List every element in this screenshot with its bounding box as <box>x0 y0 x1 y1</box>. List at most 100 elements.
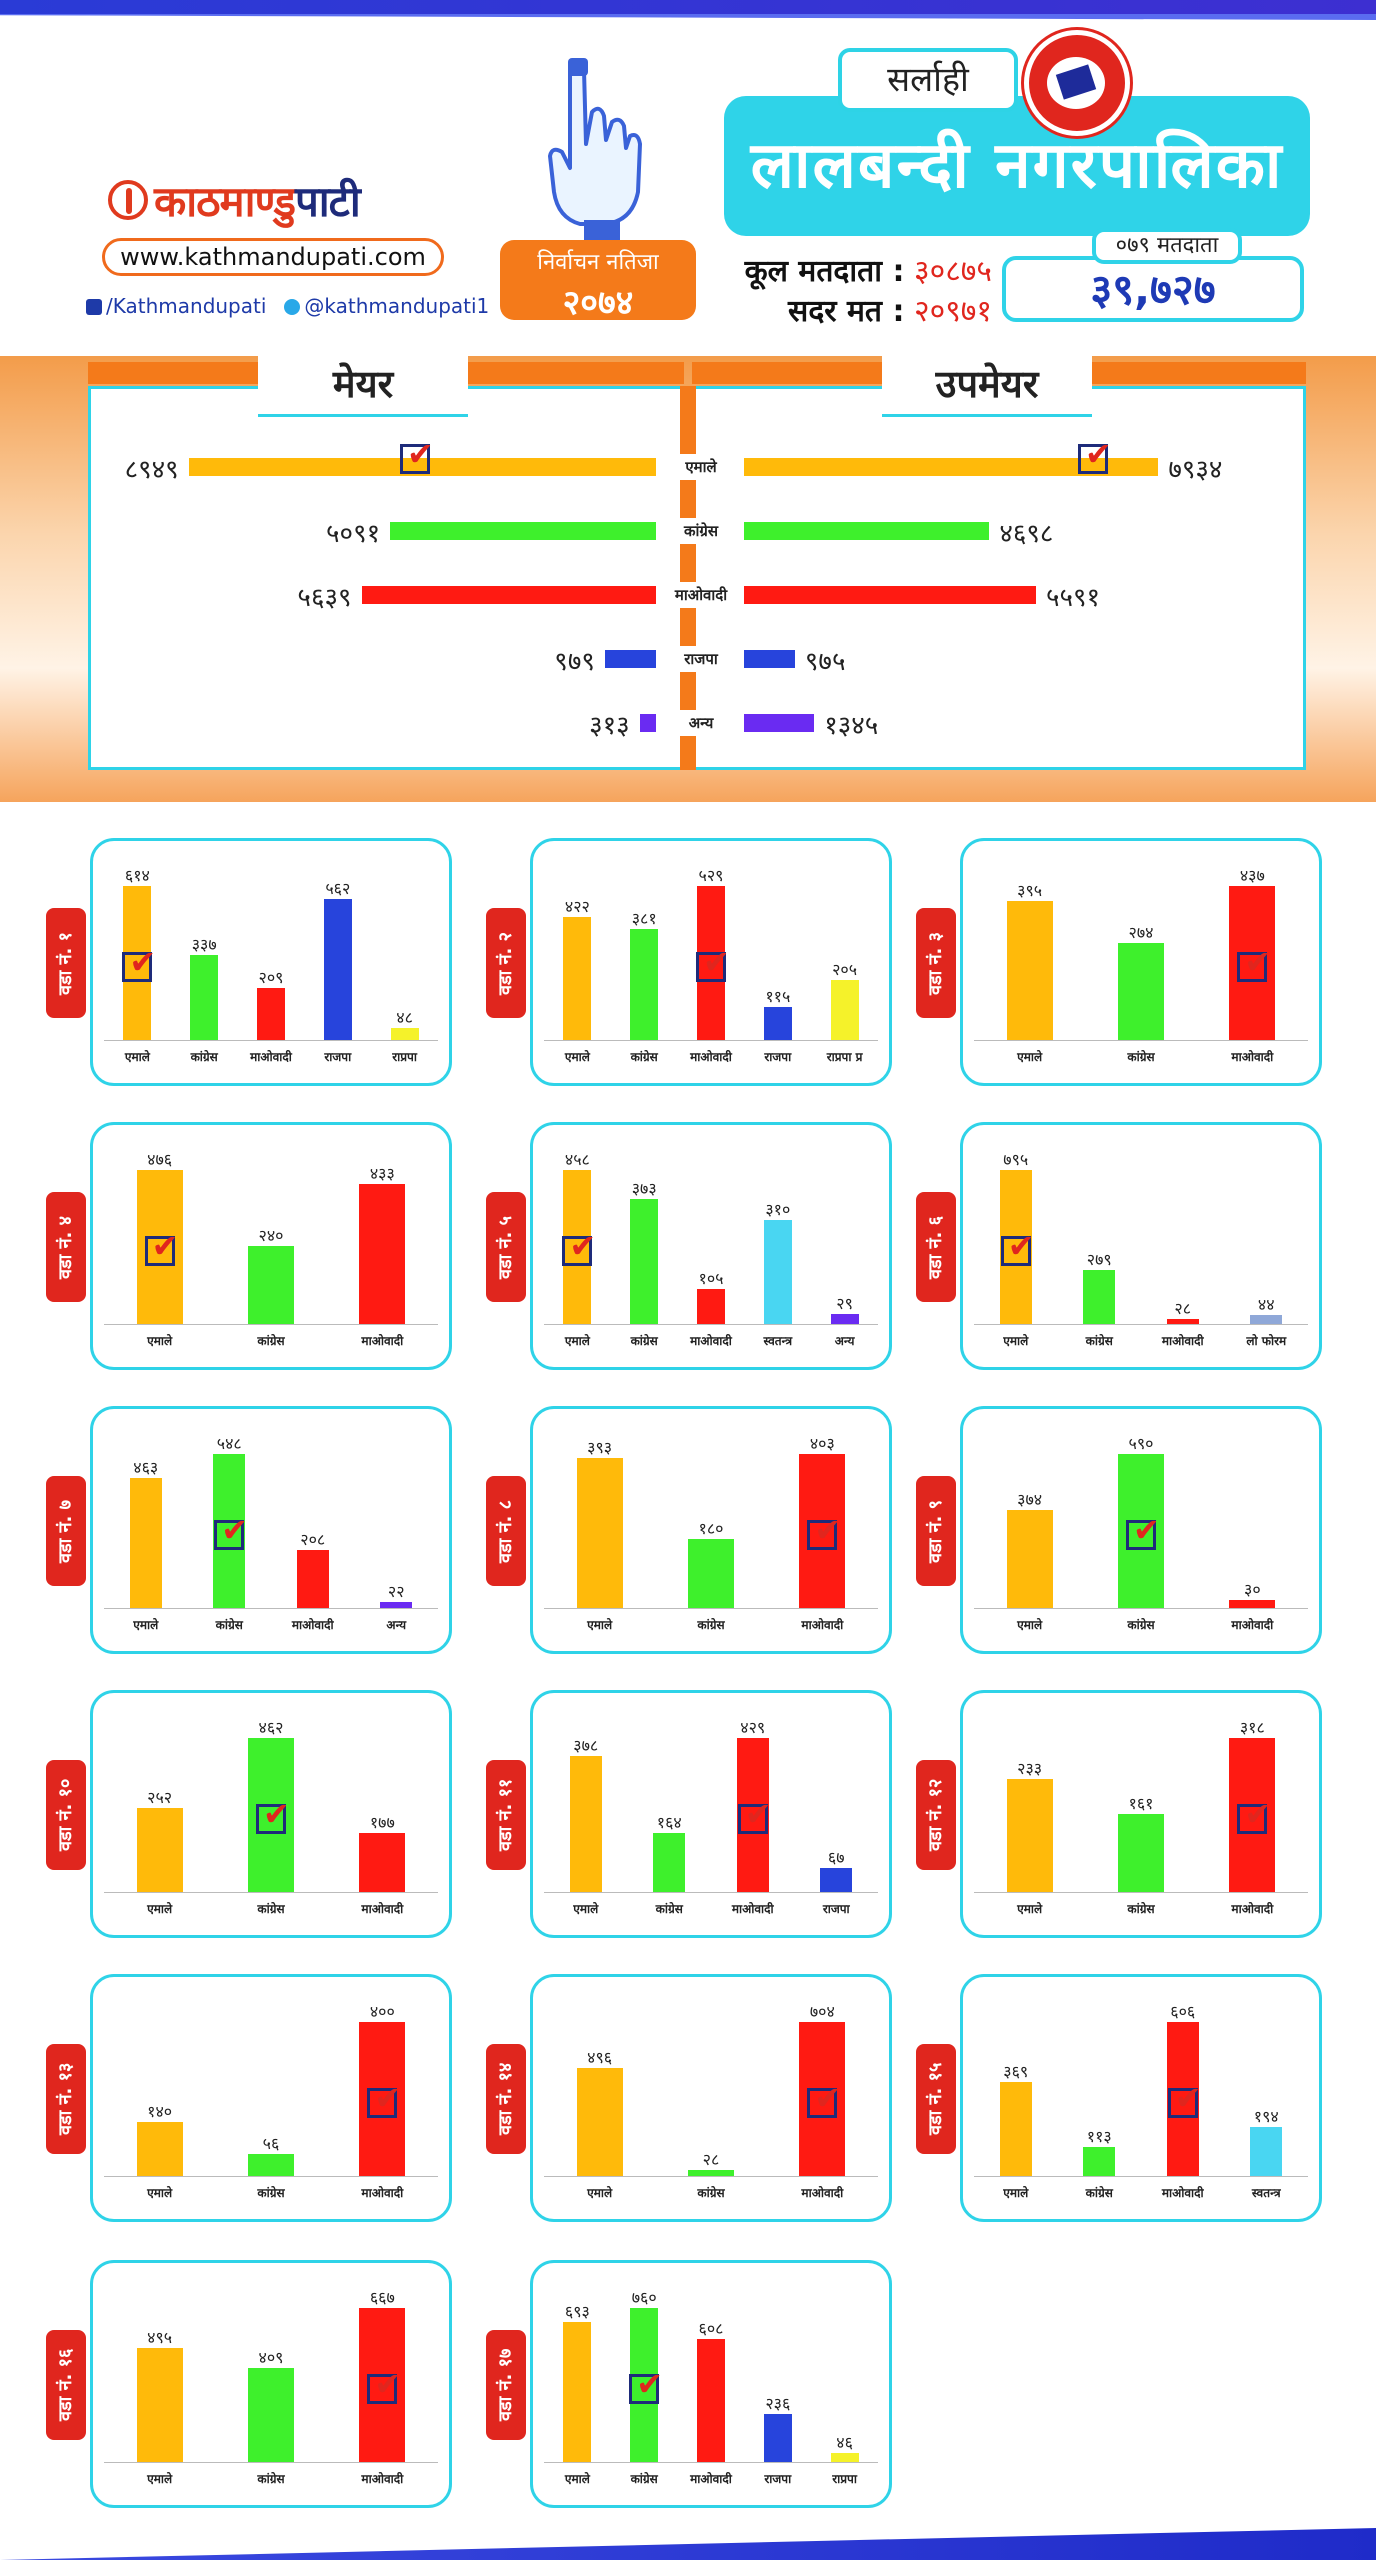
ward-2-value-2: ५२९ <box>698 866 724 885</box>
ward-3-value-1: २७४ <box>1128 923 1154 943</box>
twitter-link[interactable]: @kathmandupati1 <box>284 294 489 318</box>
ward-label-16: वडा नं. १६ <box>46 2330 86 2440</box>
total-voters-value: ३०८७५ <box>914 254 992 289</box>
ward-8-value-0: ३९३ <box>587 1437 613 1457</box>
total-voters-label: कूल मतदाता : <box>744 254 905 289</box>
ward-16-value-1: ४०९ <box>258 2347 284 2367</box>
logo[interactable]: काठमाण्डुपाटी <box>108 170 438 230</box>
ward-17-category-3: राजपा <box>764 2472 792 2486</box>
deputy-bar-2 <box>744 586 1036 604</box>
ward-1-value-2: २०९ <box>258 967 284 987</box>
ward-2-category-2: माओवादी <box>690 1050 732 1064</box>
logo-text: काठमाण्डुपाटी <box>154 176 361 226</box>
top-stripe <box>0 0 1376 14</box>
voter-stats: कूल मतदाता : ३०८७५ सदर मत : २०९७१ <box>716 252 992 332</box>
ward-17-bar-3 <box>763 2414 792 2462</box>
facebook-link[interactable]: /Kathmandupati <box>86 294 266 318</box>
ward-label-15: वडा नं. १५ <box>916 2044 956 2154</box>
ward-1-category-3: राजपा <box>324 1050 352 1064</box>
ward-label-17: वडा नं. १७ <box>486 2330 526 2440</box>
ward-8-category-1: कांग्रेस <box>697 1618 725 1632</box>
ward-baseline-1 <box>104 1040 438 1041</box>
ward-1-value-0: ६१४ <box>124 866 150 885</box>
ward-4-category-2: माओवादी <box>361 1334 404 1348</box>
ward-6-winner-check-icon <box>1000 1227 1035 1266</box>
ward-14-category-0: एमाले <box>587 2186 613 2200</box>
ward-8-category-0: एमाले <box>587 1618 613 1632</box>
ward-15-winner-check-icon <box>1167 2079 1202 2118</box>
ward-3-value-2: ४३७ <box>1239 866 1265 885</box>
ward-2-category-3: राजपा <box>764 1050 792 1064</box>
deputy-mayor-heading: उपमेयर <box>882 354 1092 417</box>
ward-5-bar-2 <box>697 1288 725 1324</box>
website-link[interactable]: www.kathmandupati.com <box>102 238 444 276</box>
ward-1-bar-1 <box>190 955 219 1040</box>
deputy-header-tab-left <box>692 362 882 384</box>
ward-11-bar-3 <box>820 1867 853 1892</box>
ward-7-category-0: एमाले <box>133 1618 159 1632</box>
ward-baseline-3 <box>974 1040 1308 1041</box>
ward-10-bar-0 <box>136 1808 183 1892</box>
ward-baseline-12 <box>974 1892 1308 1893</box>
ward-label-3: वडा नं. ३ <box>916 908 956 1018</box>
ward-6-category-3: लो फोरम <box>1246 1334 1287 1348</box>
ward-2-bar-3 <box>763 1006 792 1040</box>
mayor-header-tab-left <box>88 362 258 384</box>
ward-17-category-4: राप्रपा <box>832 2472 857 2486</box>
ward-baseline-14 <box>544 2176 878 2177</box>
ward-label-8: वडा नं. ८ <box>486 1476 526 1586</box>
ward-15-value-0: ३६९ <box>1003 2062 1029 2082</box>
ward-16-bar-0 <box>136 2347 183 2462</box>
ward-2-value-3: ११५ <box>765 986 791 1006</box>
party-label-4: अन्य <box>664 710 738 736</box>
ward-baseline-15 <box>974 2176 1308 2177</box>
ward-16-value-2: ६६७ <box>369 2288 395 2307</box>
ward-15-category-3: स्वतन्त्र <box>1251 2186 1281 2200</box>
ward-7-bar-2 <box>296 1549 329 1608</box>
center-divider <box>680 386 696 770</box>
ward-6-bar-3 <box>1250 1315 1283 1324</box>
ward-6-value-0: ७९५ <box>1003 1150 1029 1169</box>
voters-079-value: ३९,७२७ <box>1002 256 1304 322</box>
deputy-value-2: ५५९१ <box>1045 583 1101 613</box>
mayor-value-0: ८९४९ <box>124 455 179 485</box>
ward-3-value-0: ३९५ <box>1017 880 1043 900</box>
ward-baseline-17 <box>544 2462 878 2463</box>
ward-7-category-2: माओवादी <box>291 1618 334 1632</box>
deputy-bar-1 <box>744 522 990 540</box>
deputy-bar-4 <box>744 714 815 732</box>
ward-2-winner-check-icon <box>696 943 730 982</box>
ward-11-value-3: ६७ <box>827 1847 845 1867</box>
ward-5-category-4: अन्य <box>834 1334 855 1348</box>
ward-10-value-1: ४६२ <box>258 1718 284 1737</box>
ward-6-bar-2 <box>1166 1318 1199 1324</box>
ward-17-value-3: २३६ <box>765 2394 791 2414</box>
ward-1-category-1: कांग्रेस <box>190 1050 218 1064</box>
ward-label-12: वडा नं. १२ <box>916 1760 956 1870</box>
ward-14-winner-check-icon <box>807 2079 841 2118</box>
ward-5-value-1: ३७३ <box>631 1178 657 1198</box>
ward-9-bar-2 <box>1229 1600 1276 1608</box>
ward-11-category-3: राजपा <box>822 1902 850 1916</box>
ward-17-value-0: ६९३ <box>564 2301 590 2321</box>
ward-2-category-1: कांग्रेस <box>630 1050 658 1064</box>
ward-2-bar-4 <box>830 980 859 1040</box>
ward-4-category-0: एमाले <box>147 1334 173 1348</box>
ward-11-category-0: एमाले <box>573 1902 599 1916</box>
ward-label-11: वडा नं. ११ <box>486 1760 526 1870</box>
ward-7-value-2: २०८ <box>300 1529 326 1549</box>
ward-1-value-4: ४८ <box>396 1007 413 1027</box>
ward-5-category-3: स्वतन्त्र <box>763 1334 793 1348</box>
ward-10-winner-check-icon <box>256 1795 290 1834</box>
ward-15-value-2: ६०६ <box>1170 2002 1196 2021</box>
mayor-value-3: ९७९ <box>554 647 595 677</box>
ward-5-category-0: एमाले <box>564 1334 590 1348</box>
ward-7-category-1: कांग्रेस <box>215 1618 243 1632</box>
ward-16-value-0: ४९५ <box>147 2327 173 2347</box>
ward-3-bar-1 <box>1118 943 1164 1040</box>
ward-16-winner-check-icon <box>367 2365 401 2404</box>
ward-4-bar-1 <box>248 1246 294 1324</box>
ward-5-winner-check-icon <box>562 1227 596 1266</box>
ward-label-6: वडा नं. ६ <box>916 1192 956 1302</box>
ward-9-category-1: कांग्रेस <box>1127 1618 1155 1632</box>
